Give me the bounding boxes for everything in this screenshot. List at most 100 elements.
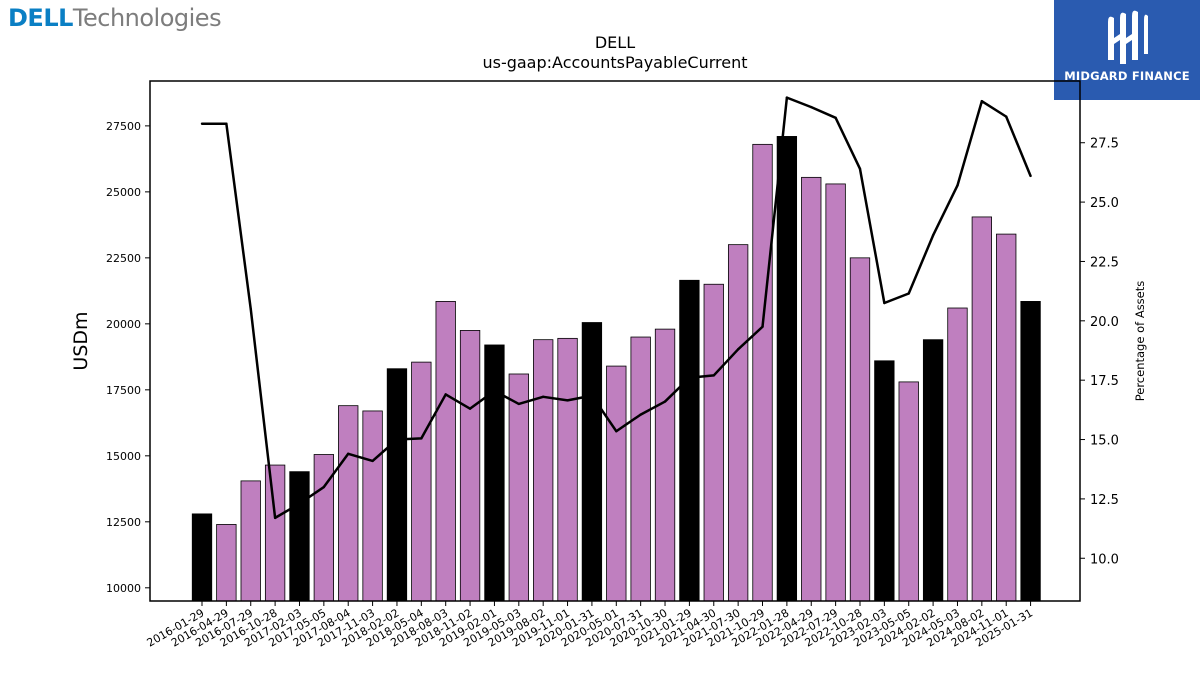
y-tick-label: 10000 <box>106 582 141 595</box>
y2-tick-label: 20.0 <box>1090 315 1119 330</box>
line-point-2019-08-02 <box>541 395 545 398</box>
bar-2019-11-01 <box>557 337 578 602</box>
y-tick-label: 25000 <box>106 186 141 199</box>
y-tick-label: 15000 <box>106 450 141 463</box>
line-point-2019-11-01 <box>566 399 569 402</box>
line-point-2024-02-02 <box>931 234 935 237</box>
bar-series <box>191 136 1041 602</box>
y2-tick-label: 10.0 <box>1090 552 1119 567</box>
bar-2017-08-04 <box>338 405 359 602</box>
bar-2024-11-01 <box>996 233 1017 602</box>
line-point-2018-05-04 <box>420 437 423 440</box>
midgard-finance-badge: MIDGARD FINANCE <box>1054 0 1200 100</box>
line-point-2017-05-05 <box>322 485 326 489</box>
dell-technologies-logo: DELLTechnologies <box>8 4 222 32</box>
bar-2024-02-02 <box>922 339 944 602</box>
y2-tick-label: 25.0 <box>1090 196 1119 211</box>
bar-2016-04-29 <box>216 524 237 602</box>
line-point-2021-07-30 <box>736 348 740 351</box>
y-tick-label: 17500 <box>106 384 141 397</box>
line-point-2022-04-29 <box>810 105 813 109</box>
bar-2020-05-01 <box>606 365 627 602</box>
y-tick-label: 27500 <box>106 120 141 133</box>
dell-logo-word: DELL <box>8 4 73 32</box>
y2-axis-label: Percentage of Assets <box>1133 281 1147 402</box>
bar-2018-05-04 <box>411 361 432 602</box>
y-axis-label: USDm <box>70 311 92 370</box>
bar-2016-07-29 <box>240 480 261 602</box>
bar-2017-02-03 <box>289 471 310 602</box>
y2-tick-label: 12.5 <box>1090 493 1119 508</box>
bar-2022-07-29 <box>825 183 846 602</box>
line-point-2022-10-28 <box>858 167 862 171</box>
line-series <box>200 96 1032 520</box>
line-point-2016-01-29 <box>200 122 204 125</box>
chart-title: DELL <box>595 33 635 52</box>
line-point-2017-02-03 <box>298 502 301 505</box>
y2-tick-label: 17.5 <box>1090 374 1119 389</box>
bar-2025-01-31 <box>1020 301 1041 602</box>
y-tick-label: 12500 <box>106 516 141 529</box>
midgard-m-icon <box>1108 10 1148 65</box>
y-tick-label: 22500 <box>106 252 141 265</box>
bar-2024-05-03 <box>947 307 968 602</box>
bar-2018-11-02 <box>459 330 481 602</box>
bar-2016-01-29 <box>191 513 213 602</box>
line-point-2018-11-02 <box>468 407 472 410</box>
line-point-2019-02-01 <box>493 389 496 393</box>
bar-2021-07-30 <box>727 244 749 602</box>
technologies-logo-word: Technologies <box>72 4 222 32</box>
y2-tick-label: 27.5 <box>1090 137 1119 152</box>
x-axis-ticks: 2016-01-292016-04-292016-07-292016-10-28… <box>145 601 1035 650</box>
bar-2021-04-30 <box>703 283 724 602</box>
bar-2020-10-30 <box>654 328 676 602</box>
bar-2019-05-03 <box>508 373 529 602</box>
line-point-2020-07-31 <box>639 413 642 416</box>
left-axis-ticks: 10000 12500 15000 17500 20000 22500 25000 27500 <box>106 120 150 595</box>
bar-2019-02-01 <box>484 344 505 602</box>
line-point-2024-05-03 <box>956 184 959 187</box>
line-point-2023-05-05 <box>907 292 910 295</box>
bar-2018-08-03 <box>435 301 456 602</box>
line-point-2021-01-29 <box>688 376 691 379</box>
line-point-2023-02-03 <box>883 301 886 305</box>
line-point-2016-10-28 <box>273 516 277 520</box>
line-point-2024-11-01 <box>1005 115 1008 118</box>
right-axis-ticks: 10.0 12.5 15.0 17.5 20.0 22.5 25.0 27.5 <box>1080 137 1119 567</box>
bar-2021-01-29 <box>679 279 700 602</box>
line-point-2017-11-03 <box>371 459 374 463</box>
midgard-finance-name: MIDGARD FINANCE <box>1064 69 1190 83</box>
line-point-2020-10-30 <box>663 400 667 403</box>
line-point-2021-04-30 <box>712 374 715 377</box>
bar-2017-11-03 <box>362 410 383 602</box>
bar-2023-02-03 <box>874 360 895 602</box>
bar-2022-01-28 <box>776 136 798 602</box>
line-point-2024-08-02 <box>980 99 984 103</box>
line-point-2025-01-31 <box>1029 174 1032 178</box>
line-point-2016-07-29 <box>249 307 252 311</box>
bar-2022-04-29 <box>801 176 822 602</box>
line-point-2016-04-29 <box>225 122 228 125</box>
line-point-2018-08-03 <box>444 393 447 396</box>
y2-tick-label: 15.0 <box>1090 434 1119 449</box>
bar-2020-07-31 <box>630 336 651 602</box>
y2-tick-label: 22.5 <box>1090 255 1119 270</box>
line-point-2019-05-03 <box>517 402 521 406</box>
bar-2021-10-29 <box>752 143 773 602</box>
bar-2023-05-05 <box>898 381 919 602</box>
line-point-2022-07-29 <box>834 116 837 120</box>
y-tick-label: 20000 <box>106 318 141 331</box>
line-point-2017-08-04 <box>347 452 350 455</box>
chart-subtitle: us-gaap:AccountsPayableCurrent <box>482 53 747 72</box>
bar-2016-10-28 <box>264 464 286 602</box>
bar-2024-08-02 <box>971 216 992 602</box>
bar-2018-02-02 <box>386 368 408 602</box>
plot-frame <box>149 80 1081 602</box>
line-point-2022-01-28 <box>785 96 789 99</box>
bar-2020-01-31 <box>581 322 603 602</box>
line-point-2018-02-02 <box>395 438 399 441</box>
line-point-2021-10-29 <box>761 325 764 328</box>
line-point-2020-05-01 <box>615 430 618 433</box>
bar-2019-08-02 <box>533 339 554 602</box>
